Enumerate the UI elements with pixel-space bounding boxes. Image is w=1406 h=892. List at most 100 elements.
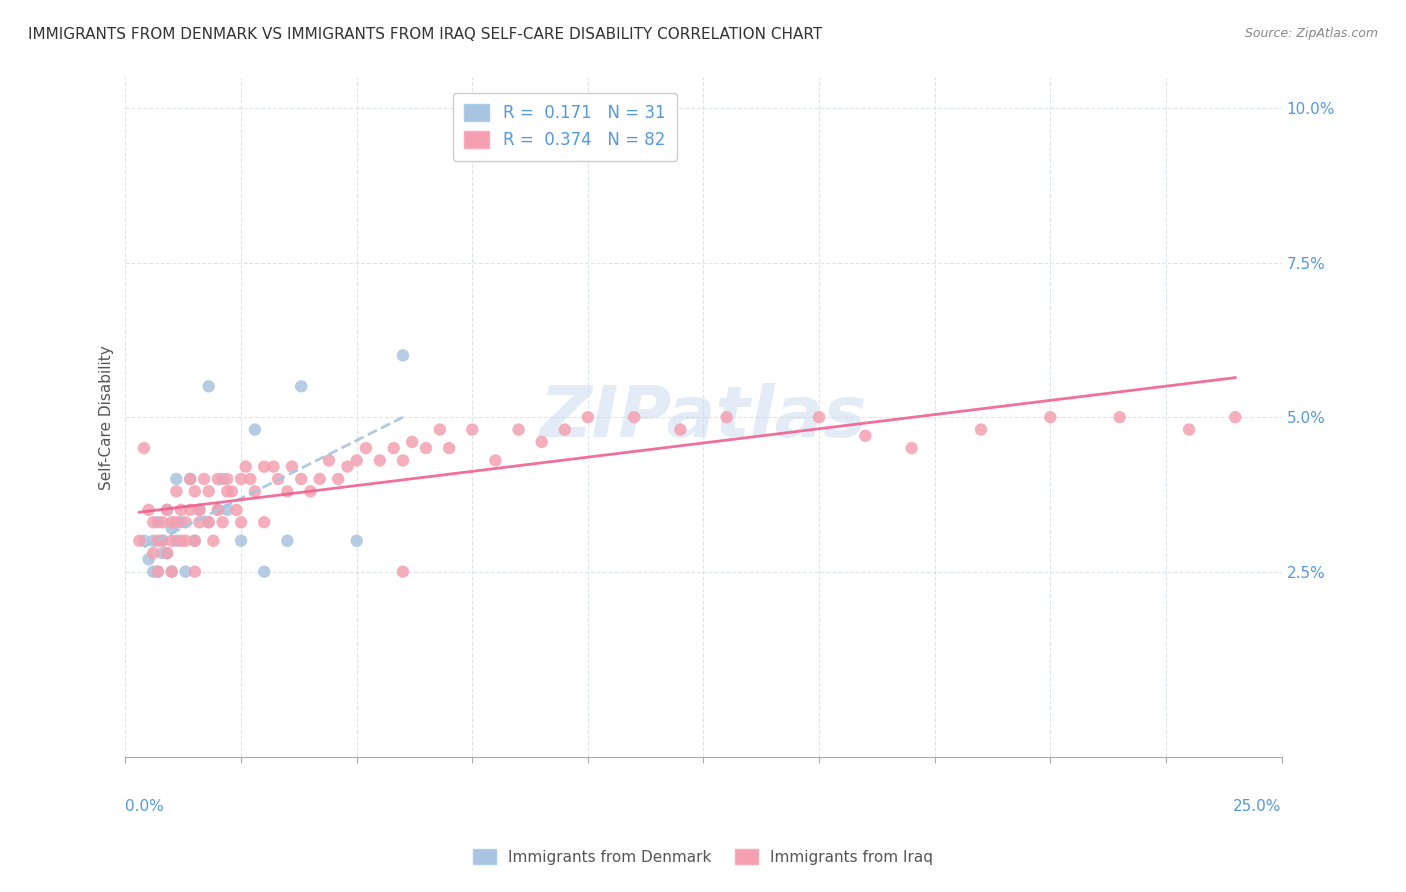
- Point: [229, 472, 252, 486]
- Point: [669, 423, 692, 437]
- Point: [276, 533, 298, 548]
- Point: [188, 515, 211, 529]
- Point: [299, 484, 322, 499]
- Point: [128, 533, 150, 548]
- Point: [401, 434, 423, 449]
- Point: [229, 533, 252, 548]
- Point: [165, 533, 187, 548]
- Point: [354, 441, 377, 455]
- Point: [253, 459, 276, 474]
- Point: [346, 533, 368, 548]
- Point: [211, 472, 233, 486]
- Text: ZIPatlas: ZIPatlas: [540, 383, 868, 451]
- Point: [160, 565, 183, 579]
- Point: [142, 515, 165, 529]
- Point: [530, 434, 553, 449]
- Y-axis label: Self-Care Disability: Self-Care Disability: [100, 345, 114, 490]
- Point: [179, 503, 201, 517]
- Point: [156, 503, 179, 517]
- Point: [211, 515, 233, 529]
- Point: [276, 484, 298, 499]
- Point: [132, 441, 155, 455]
- Point: [152, 533, 174, 548]
- Point: [221, 484, 243, 499]
- Point: [160, 521, 183, 535]
- Point: [243, 484, 266, 499]
- Point: [239, 472, 262, 486]
- Point: [290, 472, 312, 486]
- Text: Source: ZipAtlas.com: Source: ZipAtlas.com: [1244, 27, 1378, 40]
- Point: [853, 428, 876, 442]
- Legend: R =  0.171   N = 31, R =  0.374   N = 82: R = 0.171 N = 31, R = 0.374 N = 82: [453, 93, 676, 161]
- Point: [207, 503, 229, 517]
- Point: [184, 533, 207, 548]
- Point: [170, 533, 193, 548]
- Point: [160, 515, 183, 529]
- Point: [132, 533, 155, 548]
- Point: [156, 546, 179, 560]
- Point: [142, 533, 165, 548]
- Point: [346, 453, 368, 467]
- Point: [415, 441, 437, 455]
- Point: [623, 410, 645, 425]
- Point: [267, 472, 290, 486]
- Point: [217, 484, 239, 499]
- Point: [1108, 410, 1130, 425]
- Point: [184, 484, 207, 499]
- Point: [900, 441, 922, 455]
- Point: [174, 533, 197, 548]
- Point: [508, 423, 530, 437]
- Point: [184, 565, 207, 579]
- Point: [243, 423, 266, 437]
- Point: [318, 453, 340, 467]
- Point: [160, 565, 183, 579]
- Point: [1039, 410, 1062, 425]
- Point: [308, 472, 330, 486]
- Point: [716, 410, 738, 425]
- Point: [328, 472, 350, 486]
- Point: [281, 459, 304, 474]
- Point: [165, 484, 187, 499]
- Point: [217, 503, 239, 517]
- Point: [253, 515, 276, 529]
- Point: [156, 503, 179, 517]
- Point: [197, 484, 219, 499]
- Point: [484, 453, 506, 467]
- Point: [152, 546, 174, 560]
- Text: IMMIGRANTS FROM DENMARK VS IMMIGRANTS FROM IRAQ SELF-CARE DISABILITY CORRELATION: IMMIGRANTS FROM DENMARK VS IMMIGRANTS FR…: [28, 27, 823, 42]
- Point: [1225, 410, 1247, 425]
- Point: [970, 423, 993, 437]
- Point: [152, 533, 174, 548]
- Point: [235, 459, 257, 474]
- Point: [146, 565, 169, 579]
- Point: [174, 515, 197, 529]
- Point: [188, 503, 211, 517]
- Point: [225, 503, 247, 517]
- Point: [142, 546, 165, 560]
- Point: [188, 503, 211, 517]
- Point: [193, 472, 215, 486]
- Point: [170, 503, 193, 517]
- Point: [392, 348, 415, 362]
- Point: [138, 503, 160, 517]
- Point: [229, 515, 252, 529]
- Point: [156, 546, 179, 560]
- Point: [184, 533, 207, 548]
- Point: [202, 533, 225, 548]
- Point: [392, 453, 415, 467]
- Text: 25.0%: 25.0%: [1233, 799, 1281, 814]
- Point: [290, 379, 312, 393]
- Point: [808, 410, 831, 425]
- Text: 0.0%: 0.0%: [125, 799, 165, 814]
- Point: [368, 453, 391, 467]
- Point: [437, 441, 460, 455]
- Point: [1178, 423, 1201, 437]
- Point: [392, 565, 415, 579]
- Legend: Immigrants from Denmark, Immigrants from Iraq: Immigrants from Denmark, Immigrants from…: [463, 838, 943, 875]
- Point: [197, 515, 219, 529]
- Point: [429, 423, 451, 437]
- Point: [253, 565, 276, 579]
- Point: [179, 472, 201, 486]
- Point: [262, 459, 284, 474]
- Point: [207, 472, 229, 486]
